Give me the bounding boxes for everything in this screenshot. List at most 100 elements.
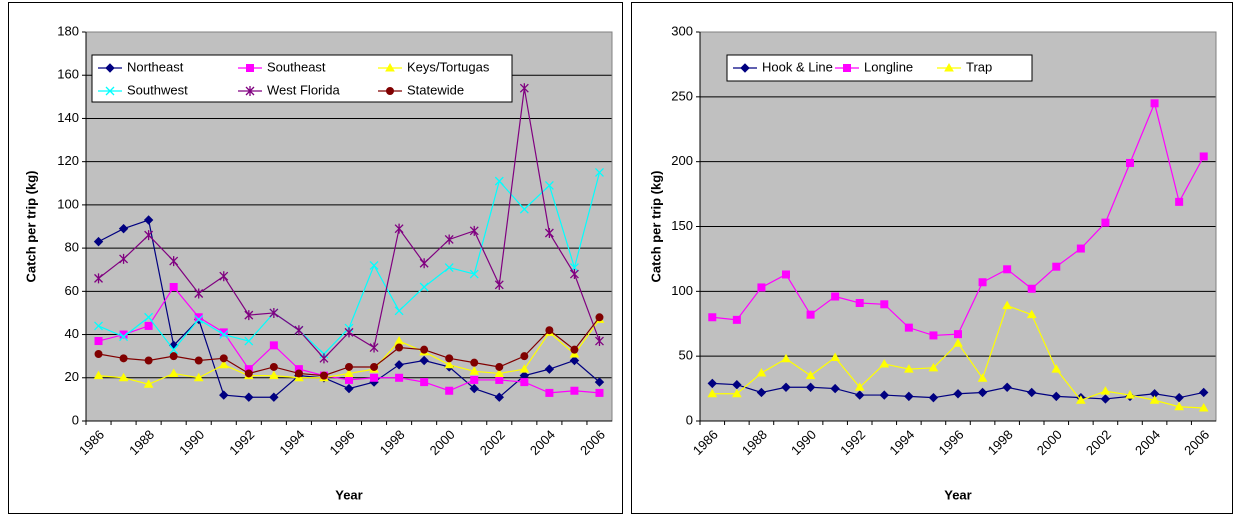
marker xyxy=(544,364,555,374)
marker xyxy=(219,390,229,400)
marker xyxy=(269,392,279,402)
marker xyxy=(1002,300,1013,310)
marker xyxy=(595,168,604,177)
marker xyxy=(953,389,963,399)
y-tick-label: 40 xyxy=(65,326,79,341)
legend-box xyxy=(726,54,1033,82)
marker xyxy=(94,350,103,359)
marker xyxy=(595,336,604,347)
marker xyxy=(469,366,480,375)
marker xyxy=(1126,158,1134,167)
legend-label: Hook & Line xyxy=(762,59,833,74)
marker xyxy=(1175,197,1184,206)
marker xyxy=(169,352,178,361)
legend-marker xyxy=(740,63,750,73)
marker xyxy=(756,387,767,398)
marker xyxy=(545,388,554,397)
marker xyxy=(94,273,103,284)
marker xyxy=(470,375,479,384)
marker xyxy=(1026,309,1037,319)
marker xyxy=(1075,395,1086,404)
marker xyxy=(544,227,554,238)
marker xyxy=(1003,265,1012,274)
marker xyxy=(1101,218,1110,227)
marker xyxy=(1002,382,1012,392)
marker xyxy=(1100,394,1111,404)
marker xyxy=(319,371,328,380)
marker xyxy=(119,253,129,264)
legend-marker xyxy=(246,64,254,72)
marker xyxy=(953,338,963,347)
marker xyxy=(194,356,203,365)
marker xyxy=(1150,99,1159,108)
marker xyxy=(1027,387,1037,398)
marker xyxy=(1174,401,1185,411)
marker xyxy=(929,331,938,340)
marker xyxy=(1100,386,1111,395)
marker xyxy=(219,354,228,363)
marker xyxy=(395,343,404,352)
marker xyxy=(420,345,429,354)
marker xyxy=(494,279,504,290)
marker xyxy=(954,330,962,339)
marker xyxy=(193,372,204,382)
marker xyxy=(977,387,988,398)
legend-label: Keys/Tortugas xyxy=(407,59,490,74)
marker xyxy=(707,388,718,398)
marker xyxy=(570,386,579,395)
marker xyxy=(119,332,129,342)
legend-label: West Florida xyxy=(267,82,340,97)
marker xyxy=(1051,364,1062,373)
marker xyxy=(495,362,504,371)
marker xyxy=(469,383,479,394)
marker xyxy=(344,327,354,338)
marker xyxy=(1027,284,1036,293)
marker xyxy=(144,321,153,330)
y-tick-label: 50 xyxy=(679,348,693,363)
marker xyxy=(569,355,580,366)
y-tick-label: 180 xyxy=(57,23,79,38)
marker xyxy=(595,388,604,397)
marker xyxy=(806,310,815,319)
marker xyxy=(143,379,154,388)
y-tick-label: 120 xyxy=(57,153,79,168)
marker xyxy=(904,391,914,402)
marker xyxy=(244,336,254,346)
marker xyxy=(194,314,204,324)
marker xyxy=(419,355,429,366)
marker xyxy=(269,341,278,350)
marker xyxy=(928,362,939,372)
y-tick-label: 150 xyxy=(671,218,693,233)
marker xyxy=(782,270,790,279)
marker xyxy=(519,364,530,373)
marker xyxy=(494,368,505,377)
marker xyxy=(370,362,379,371)
marker xyxy=(369,260,379,270)
marker xyxy=(169,283,178,292)
marker xyxy=(879,390,889,400)
marker xyxy=(93,236,104,247)
marker xyxy=(218,359,229,369)
marker xyxy=(854,382,865,391)
marker xyxy=(144,312,154,322)
marker xyxy=(118,223,129,234)
marker xyxy=(94,337,103,346)
marker xyxy=(805,382,816,392)
legend-label: Statewide xyxy=(407,82,464,97)
marker xyxy=(708,313,717,322)
legend-marker xyxy=(105,86,115,96)
marker xyxy=(732,379,742,390)
y-axis-title: Catch per trip (kg) xyxy=(23,171,38,283)
legend-marker xyxy=(386,87,394,95)
y-tick-label: 140 xyxy=(57,110,79,125)
marker xyxy=(119,354,128,363)
y-tick-label: 20 xyxy=(65,369,79,384)
marker xyxy=(470,358,479,367)
marker xyxy=(879,358,890,368)
marker xyxy=(830,383,840,394)
y-tick-label: 300 xyxy=(671,23,693,38)
y-tick-label: 0 xyxy=(686,412,693,427)
marker xyxy=(903,364,914,373)
marker xyxy=(1199,152,1208,161)
